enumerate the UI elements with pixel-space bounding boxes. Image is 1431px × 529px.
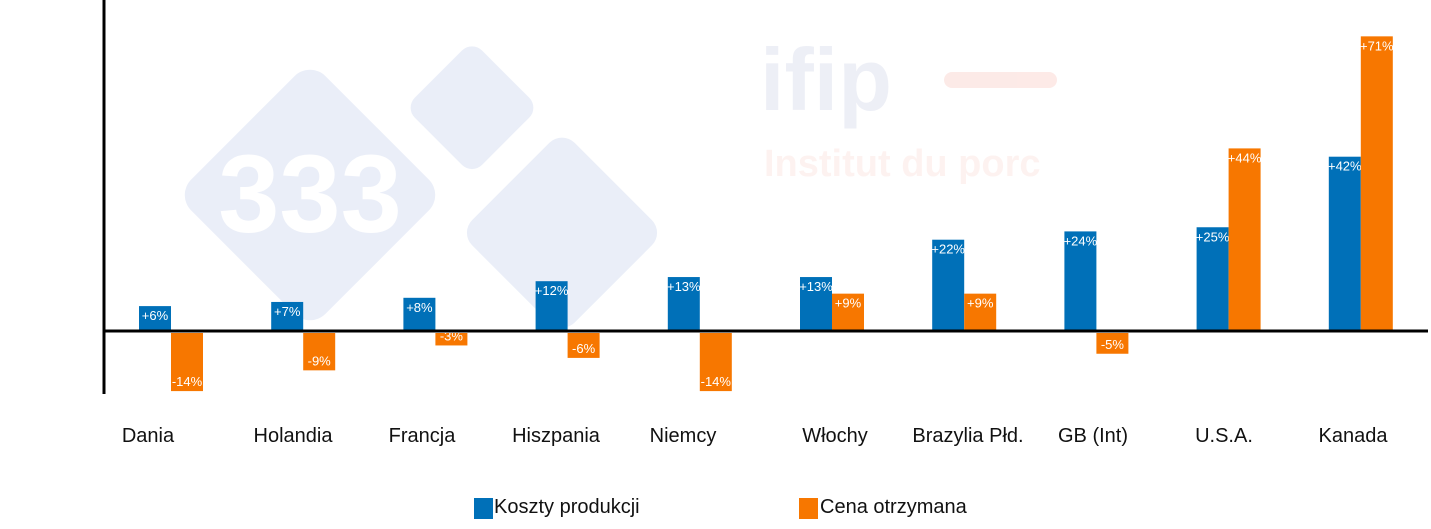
legend-swatch-cena xyxy=(799,498,818,519)
legend-label-cena: Cena otrzymana xyxy=(820,496,968,518)
category-label: Włochy xyxy=(802,425,868,447)
data-label: +13% xyxy=(799,279,833,294)
bar-koszty xyxy=(1064,231,1097,331)
bar-koszty xyxy=(800,277,832,331)
watermark-ifip: ifip Institut du porc xyxy=(760,30,1057,185)
watermark-ifip-text: ifip xyxy=(760,30,892,129)
bar-cena xyxy=(567,333,600,358)
data-label: -9% xyxy=(308,353,332,368)
bar-koszty xyxy=(1196,227,1229,331)
category-label: Francja xyxy=(389,425,457,447)
legend: Koszty produkcji Cena otrzymana xyxy=(474,496,968,519)
data-label: -14% xyxy=(701,374,732,389)
data-label: +7% xyxy=(274,304,301,319)
data-label: +6% xyxy=(142,308,169,323)
bar-cena xyxy=(699,333,732,392)
data-label: +8% xyxy=(406,300,433,315)
bar-koszty xyxy=(403,297,436,331)
legend-label-koszty: Koszty produkcji xyxy=(494,496,640,518)
bar-cena xyxy=(964,293,997,331)
category-label: U.S.A. xyxy=(1195,425,1253,447)
data-label: +9% xyxy=(835,296,862,311)
data-label: +9% xyxy=(967,296,994,311)
data-label: +71% xyxy=(1360,38,1394,53)
data-label: +42% xyxy=(1328,159,1362,174)
bar-koszty xyxy=(667,277,700,331)
watermark-institut-text: Institut du porc xyxy=(764,143,1041,185)
bar-koszty xyxy=(535,281,568,331)
data-label: -14% xyxy=(172,374,203,389)
bar-cena xyxy=(1096,333,1129,354)
data-label: -5% xyxy=(1101,337,1125,352)
category-label: Hiszpania xyxy=(512,425,601,447)
category-label: Niemcy xyxy=(650,425,717,447)
legend-swatch-koszty xyxy=(474,498,493,519)
bar-koszty xyxy=(271,301,304,331)
data-label: +44% xyxy=(1228,150,1262,165)
bar-cena xyxy=(832,293,864,331)
watermark-333-text: 333 xyxy=(218,133,402,256)
bar-koszty xyxy=(932,239,965,331)
bar-cena xyxy=(1228,148,1261,331)
data-label: +22% xyxy=(931,242,965,257)
category-label: Dania xyxy=(122,425,175,447)
data-label: -6% xyxy=(572,341,596,356)
bar-cena xyxy=(1360,36,1393,331)
category-label: Holandia xyxy=(254,425,334,447)
data-label: +12% xyxy=(535,283,569,298)
bar-cena xyxy=(171,333,203,392)
bar-cena xyxy=(303,333,336,371)
data-label: +25% xyxy=(1196,229,1230,244)
category-label: Kanada xyxy=(1319,425,1389,447)
bar-koszty xyxy=(139,306,171,331)
data-label: +24% xyxy=(1064,233,1098,248)
watermark-333: 333 xyxy=(184,46,658,328)
category-label: GB (Int) xyxy=(1058,425,1128,447)
bar-cena xyxy=(435,333,468,346)
bar-koszty xyxy=(1328,156,1361,331)
data-label: +13% xyxy=(667,279,701,294)
category-label: Brazylia Płd. xyxy=(912,425,1023,447)
